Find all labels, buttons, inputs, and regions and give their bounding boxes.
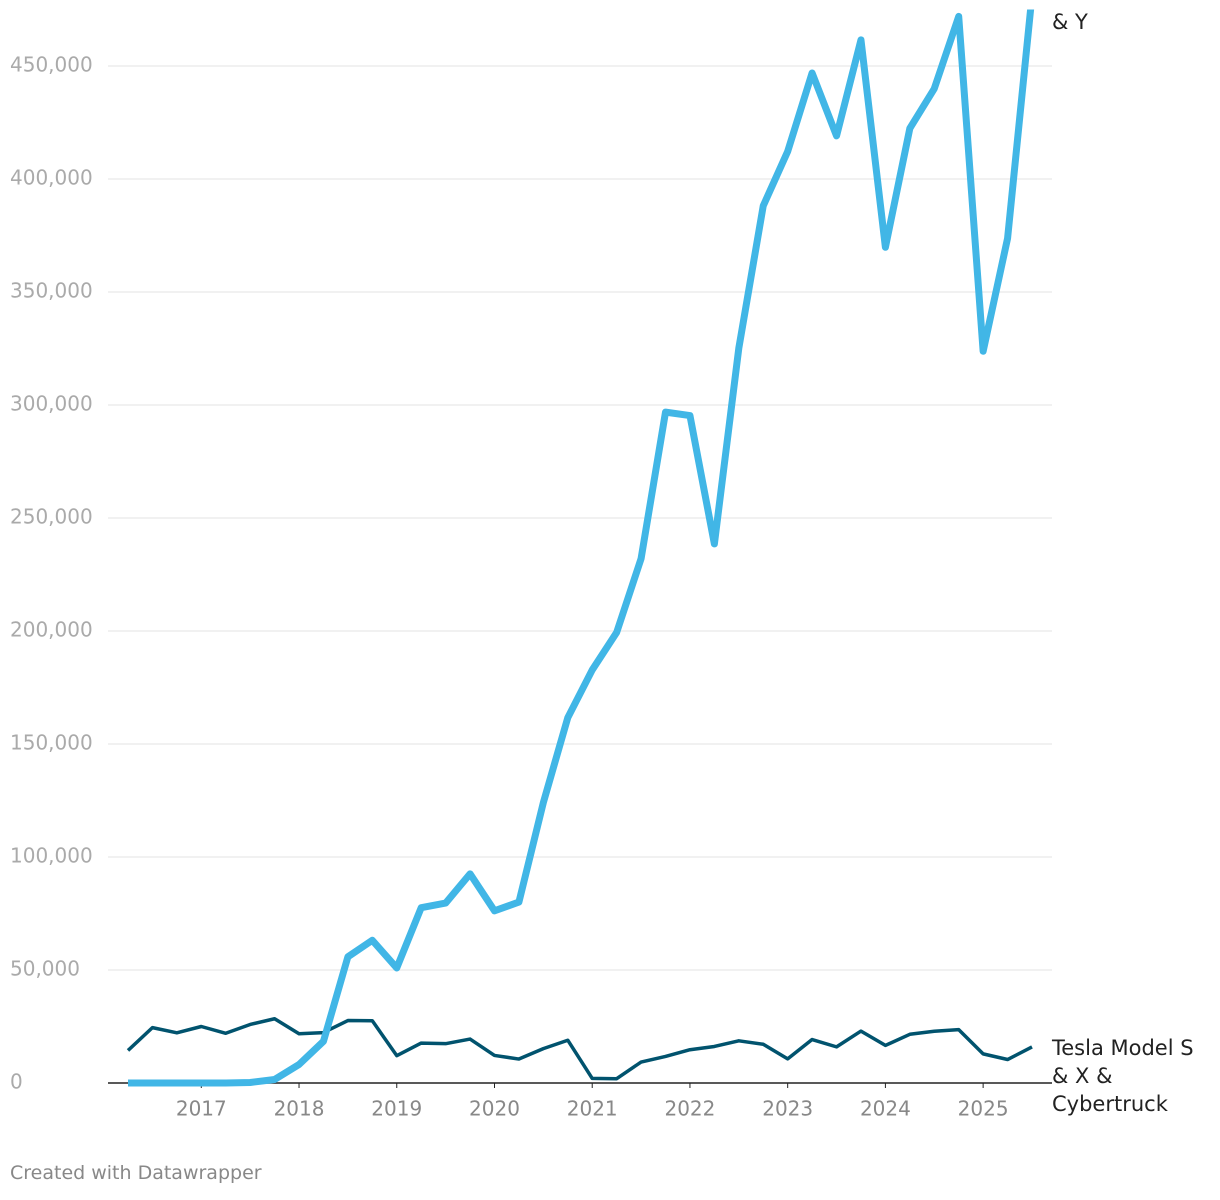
x-tick-label: 2017	[176, 1097, 227, 1121]
x-tick-label: 2024	[860, 1097, 911, 1121]
x-tick-label: 2023	[762, 1097, 813, 1121]
y-tick-label: 400,000	[10, 166, 93, 190]
y-tick-label: 50,000	[10, 957, 80, 981]
y-tick-label: 300,000	[10, 392, 93, 416]
y-tick-label: 150,000	[10, 731, 93, 755]
footer: Created with Datawrapper	[10, 1162, 262, 1184]
y-tick-label: 0	[10, 1070, 23, 1094]
y-tick-label: 450,000	[10, 53, 93, 77]
y-tick-label: 200,000	[10, 618, 93, 642]
x-tick-label: 2025	[958, 1097, 1009, 1121]
series-label: Tesla Model S & X & Cybertruck	[1052, 1036, 1194, 1116]
y-tick-label: 350,000	[10, 279, 93, 303]
y-tick-label: 250,000	[10, 505, 93, 529]
series-label: & Y	[1052, 10, 1088, 34]
series-line	[126, 1017, 1033, 1081]
series-line	[128, 9, 1035, 1087]
y-tick-label: 100,000	[10, 844, 93, 868]
x-tick-label: 2019	[371, 1097, 422, 1121]
plot-area	[126, 9, 1035, 1087]
x-tick-label: 2020	[469, 1097, 520, 1121]
x-tick-label: 2022	[664, 1097, 715, 1121]
x-tick-label: 2018	[274, 1097, 325, 1121]
x-tick-label: 2021	[567, 1097, 618, 1121]
